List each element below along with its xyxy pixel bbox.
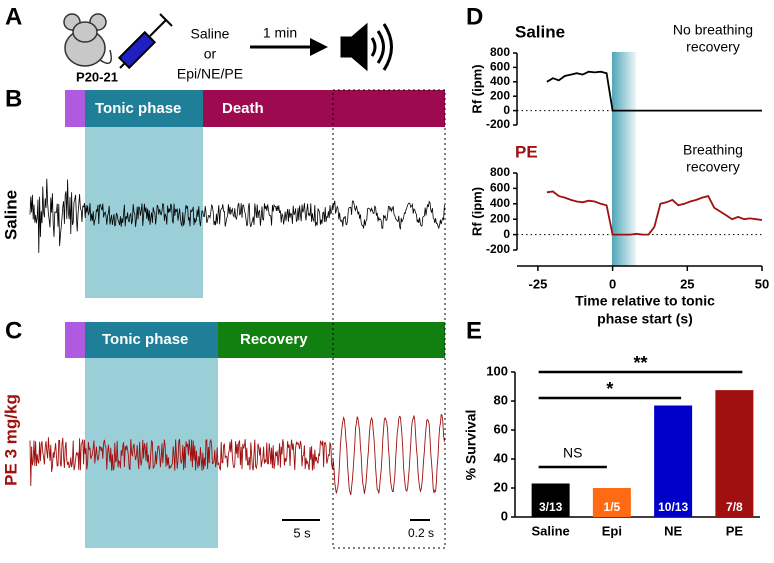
- phase-bar: [85, 322, 218, 358]
- bar: [592, 488, 631, 517]
- treatment: Epi/NE/PE: [177, 66, 243, 82]
- bar: [531, 483, 570, 517]
- phase-label: Tonic phase: [102, 331, 188, 348]
- speaker-icon: [340, 22, 393, 72]
- series-line: [546, 190, 763, 236]
- value-label: 10/13: [658, 500, 688, 514]
- mouse-icon: [63, 13, 112, 67]
- x-tick-label: 25: [680, 276, 694, 291]
- value-label: 1/5: [604, 500, 621, 514]
- bar: [715, 390, 754, 517]
- x-tick-label: Saline: [531, 523, 569, 538]
- panel-letter: C: [5, 317, 22, 344]
- y-tick-label: -200: [486, 117, 510, 131]
- arrow: [250, 38, 328, 56]
- x-axis-label: Time relative to tonic: [575, 293, 715, 309]
- bar: [654, 405, 693, 517]
- scale-label: 5 s: [293, 525, 311, 540]
- y-tick-label: 600: [490, 181, 510, 195]
- y-tick-label: 400: [490, 196, 510, 210]
- treatment: or: [204, 46, 217, 62]
- phase-label: Recovery: [240, 331, 308, 348]
- panel-letter: E: [466, 317, 482, 344]
- y-tick-label: 40: [494, 450, 508, 465]
- y-tick-label: 400: [490, 74, 510, 88]
- x-tick-label: Epi: [602, 523, 622, 538]
- y-tick-label: 200: [490, 88, 510, 102]
- y-tick-label: 20: [494, 479, 508, 494]
- x-tick-label: -25: [529, 276, 548, 291]
- phase-bar: [203, 90, 445, 127]
- y-tick-label: 60: [494, 421, 508, 436]
- y-axis-label: Rf (ipm): [469, 187, 484, 236]
- phase-label: Death: [222, 100, 264, 117]
- y-tick-label: 200: [490, 211, 510, 225]
- y-tick-label: -200: [486, 242, 510, 256]
- annotation: No breathing: [673, 22, 753, 38]
- syringe-icon: [117, 13, 173, 70]
- trace: [29, 178, 445, 253]
- delay-label: 1 min: [263, 25, 297, 41]
- y-tick-label: 600: [490, 60, 510, 74]
- phase-bar: [85, 90, 203, 127]
- annotation: Breathing: [683, 142, 743, 158]
- y-axis-label: % Survival: [463, 410, 479, 481]
- x-tick-label: NE: [664, 523, 682, 538]
- value-label: 7/8: [726, 500, 743, 514]
- trace-label: PE 3 mg/kg: [1, 394, 20, 486]
- x-tick-label: PE: [726, 523, 744, 538]
- series-line: [546, 70, 762, 112]
- chart-title: PE: [515, 142, 538, 161]
- tonic-shade: [85, 358, 218, 548]
- y-tick-label: 800: [490, 165, 510, 179]
- phase-bar: [65, 90, 85, 127]
- y-tick-label: 800: [490, 45, 510, 59]
- annotation: recovery: [686, 39, 740, 55]
- y-axis-label: Rf (ipm): [469, 64, 484, 113]
- trace: [29, 414, 445, 496]
- trace-label: Saline: [1, 190, 20, 240]
- y-tick-label: 80: [494, 392, 508, 407]
- significance-label: *: [606, 379, 613, 399]
- phase-bar: [65, 322, 85, 358]
- scale-label: 0.2 s: [408, 526, 434, 540]
- panel-letter: A: [5, 3, 22, 30]
- phase-bar: [218, 322, 445, 358]
- chart-title: Saline: [515, 22, 565, 41]
- panel-letter: B: [5, 85, 22, 112]
- value-label: 3/13: [539, 500, 563, 514]
- significance-label: **: [633, 353, 647, 373]
- significance-label: NS: [563, 445, 582, 461]
- x-tick-label: 0: [609, 276, 616, 291]
- annotation: recovery: [686, 159, 740, 175]
- treatment: Saline: [191, 26, 230, 42]
- tonic-shade: [612, 52, 636, 266]
- y-tick-label: 0: [503, 103, 510, 117]
- y-tick-label: 100: [486, 363, 508, 378]
- mouse-label: P20-21: [76, 69, 118, 84]
- panel-letter: D: [466, 3, 483, 30]
- phase-label: Tonic phase: [95, 100, 181, 117]
- zoom-box: [332, 89, 446, 549]
- y-tick-label: 0: [503, 227, 510, 241]
- x-axis-label: phase start (s): [597, 311, 693, 327]
- y-tick-label: 0: [501, 508, 508, 523]
- x-tick-label: 50: [755, 276, 769, 291]
